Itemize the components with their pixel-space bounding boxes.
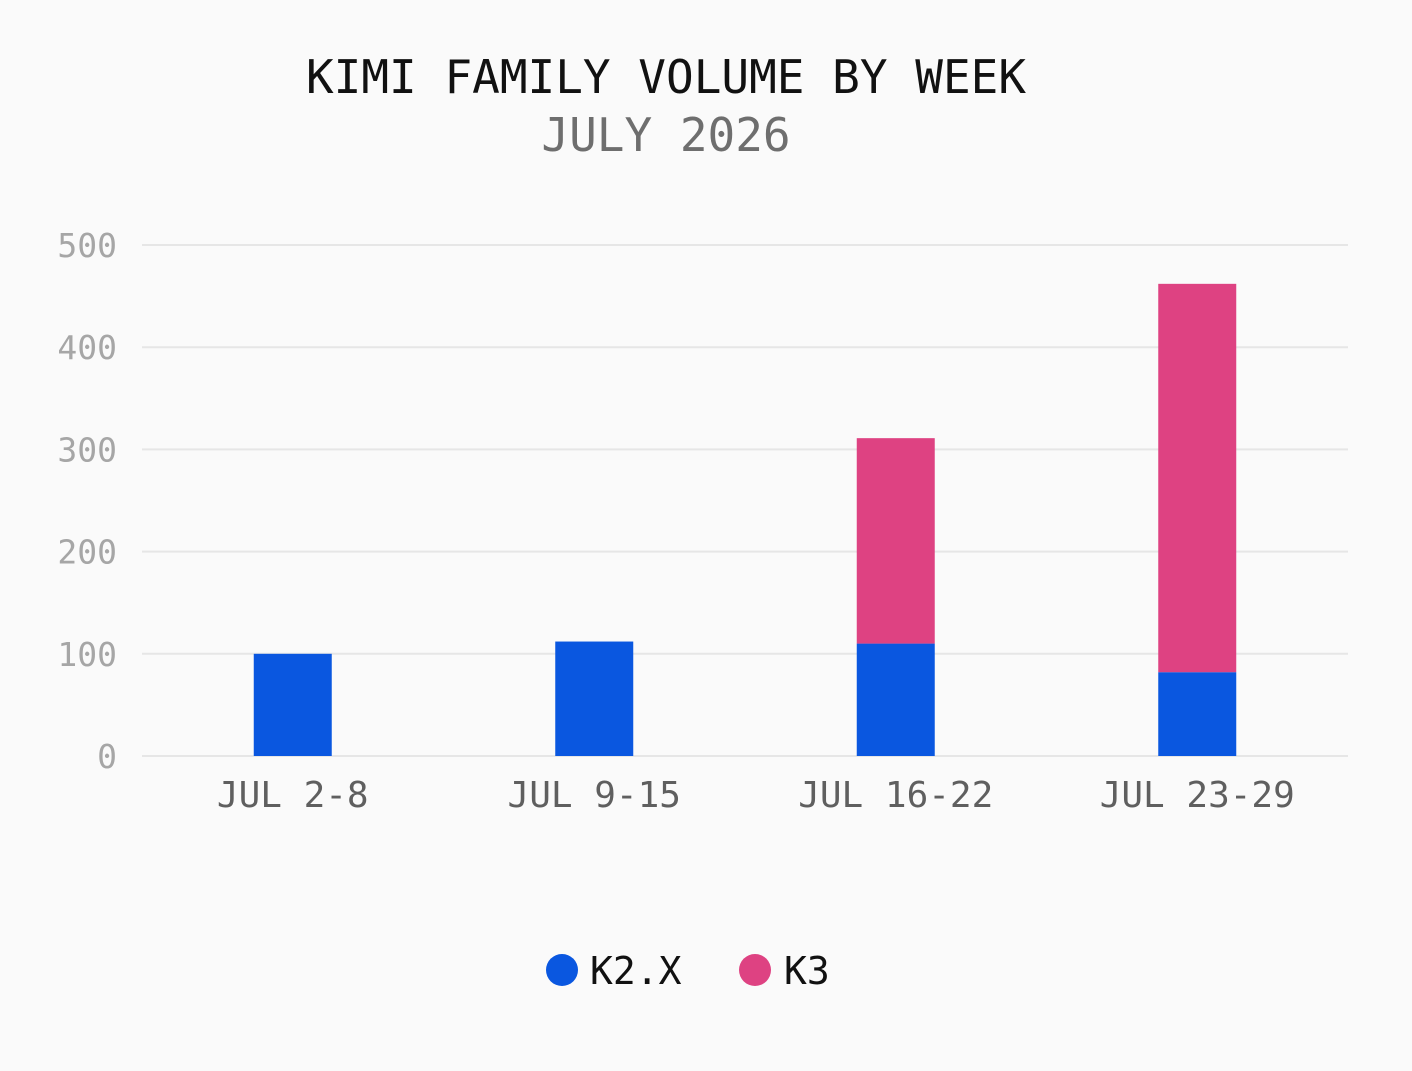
chart-title: KIMI FAMILY VOLUME BY WEEK [306,50,1026,104]
y-tick-label: 100 [57,635,117,674]
y-tick-label: 300 [57,430,117,469]
x-tick-label: JUL 23-29 [1100,775,1295,816]
x-axis: JUL 2-8 JUL 9-15 JUL 16-22 JUL 23-29 [217,775,1295,816]
bars [253,283,1237,756]
chart-subtitle: JULY 2026 [541,108,790,162]
y-tick-label: 500 [57,226,117,265]
bar-segment [253,653,332,756]
bar-segment [1158,283,1237,673]
legend-marker [739,954,771,986]
y-axis: 0 100 200 300 400 500 [57,226,117,776]
bar-segment [856,643,935,756]
y-tick-label: 400 [57,328,117,367]
grid [142,244,1348,757]
legend-label: K3 [784,949,830,993]
bar-segment [1158,672,1237,756]
y-tick-label: 200 [57,533,117,572]
legend: K2.X K3 [546,949,830,993]
x-tick-label: JUL 16-22 [798,775,993,816]
bar-segment [856,438,935,644]
legend-label: K2.X [590,949,682,993]
bar-segment [555,641,634,756]
legend-marker [546,954,578,986]
x-tick-label: JUL 9-15 [508,775,681,816]
y-tick-label: 0 [97,737,117,776]
x-tick-label: JUL 2-8 [217,775,369,816]
